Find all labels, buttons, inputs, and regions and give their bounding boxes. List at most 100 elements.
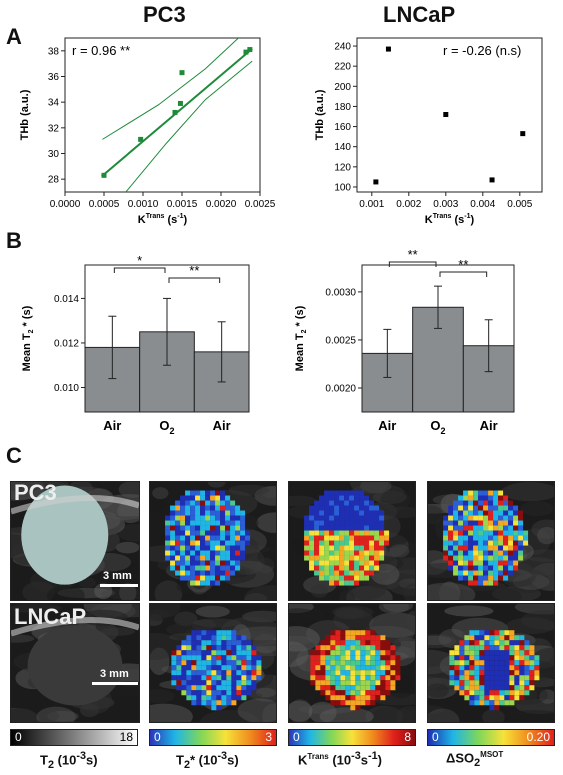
significance-label: **	[458, 257, 468, 272]
x-tick-label: 0.0015	[167, 199, 198, 210]
significance-bracket	[439, 271, 488, 277]
data-point	[172, 109, 178, 115]
y-tick-label: 36	[48, 72, 60, 83]
colorbar-so2: 0 0.20	[427, 729, 555, 746]
pc3-scatter-chart: 0.0000 0.0005 0.0010 0.0015 0.0020 0.0025 28 30…	[19, 37, 276, 226]
colorbar-ktrans: 0 8	[288, 729, 416, 746]
colorbar-ktrans-caption: KTrans (10-3s-1)	[298, 750, 382, 768]
y-tick-label: 28	[48, 175, 60, 186]
data-point	[101, 172, 107, 178]
lncap-t2star-map	[149, 603, 277, 723]
data-point	[373, 179, 379, 185]
colorbar-so2-max: 0.20	[526, 730, 550, 744]
x-tick-label: 0.0025	[245, 199, 276, 210]
y-axis-label: Mean T2 * (s)	[294, 305, 308, 371]
x-tick-label: 0.004	[470, 199, 495, 210]
correlation-annotation: r = 0.96 **	[72, 43, 130, 58]
significance-bracket	[113, 267, 166, 273]
lncap-ktrans-map	[288, 603, 416, 723]
title-left: PC3	[143, 2, 186, 27]
colorbar-so2-min: 0	[432, 730, 439, 744]
correlation-annotation: r = -0.26 (n.s)	[443, 43, 521, 58]
x-tick-label: 0.005	[507, 199, 532, 210]
colorbar-t2-caption: T2 (10-3s)	[40, 750, 98, 771]
significance-bracket	[388, 261, 437, 267]
colorbar-ktrans-min: 0	[293, 730, 300, 744]
lncap-bar-chart: 0.0020 0.0025 0.0030 Air O2 Air ** ** Mean T2 * …	[294, 247, 515, 436]
plot-frame	[356, 37, 543, 193]
data-point	[138, 136, 144, 142]
pc3-t2-image	[10, 481, 140, 601]
data-point	[443, 111, 449, 117]
y-tick-label: 140	[334, 142, 351, 153]
y-tick-label: 0.014	[54, 294, 79, 305]
colorbar-t2star-caption: T2* (10-3s)	[176, 750, 239, 771]
y-tick-label: 220	[334, 62, 351, 73]
x-category-label: Air	[213, 418, 231, 433]
row2-label: LNCaP	[14, 604, 87, 629]
y-tick-label: 180	[334, 102, 351, 113]
x-category-label: Air	[480, 418, 498, 433]
y-tick-label: 0.010	[54, 383, 79, 394]
panel-label-b: B	[6, 228, 22, 253]
x-tick-label: 0.001	[359, 199, 384, 210]
data-point	[385, 46, 391, 52]
x-category-label: Air	[378, 418, 396, 433]
y-tick-label: 100	[334, 182, 351, 193]
title-right: LNCaP	[383, 2, 456, 27]
data-point	[179, 70, 185, 76]
significance-label: **	[408, 247, 418, 262]
significance-bracket	[168, 277, 221, 283]
y-tick-label: 240	[334, 42, 351, 53]
plot-frame	[64, 37, 261, 193]
scalebar-1-label: 3 mm	[103, 570, 132, 582]
x-tick-label: 0.0000	[50, 199, 81, 210]
colorbar-t2star-max: 3	[265, 730, 272, 744]
x-tick-label: 0.0020	[206, 199, 237, 210]
x-tick-label: 0.0005	[89, 199, 120, 210]
x-tick-label: 0.0010	[128, 199, 159, 210]
y-axis-label: Mean T2 * (s)	[21, 305, 35, 371]
y-tick-label: 30	[48, 149, 60, 160]
scalebar-2	[92, 682, 138, 685]
x-axis-label: KTrans (s-1)	[138, 213, 188, 226]
x-category-label: O2	[430, 418, 445, 436]
y-tick-label: 38	[48, 46, 60, 57]
y-tick-label: 0.0020	[325, 383, 356, 394]
lncap-scatter-chart: 0.001 0.002 0.003 0.004 0.005 100 120 140 160 180…	[314, 37, 543, 226]
confidence-band-upper	[102, 38, 240, 140]
scalebar-1	[100, 584, 138, 587]
pc3-so2-map	[427, 481, 555, 601]
lncap-t2-image	[10, 603, 140, 723]
y-tick-label: 32	[48, 123, 60, 134]
colorbar-t2: 0 18	[10, 729, 138, 746]
lncap-so2-map	[427, 603, 555, 723]
pc3-ktrans-map	[288, 481, 416, 601]
x-category-label: Air	[103, 418, 121, 433]
significance-label: **	[189, 263, 199, 278]
y-tick-label: 0.0030	[325, 287, 356, 298]
colorbar-t2star-min: 0	[154, 730, 161, 744]
panel-label-a: A	[6, 24, 22, 49]
colorbar-t2-max: 18	[119, 730, 133, 744]
colorbar-ktrans-max: 8	[404, 730, 411, 744]
y-tick-label: 0.0025	[325, 335, 356, 346]
significance-label: *	[137, 253, 142, 268]
x-tick-label: 0.002	[396, 199, 421, 210]
panel-label-c: C	[6, 443, 22, 468]
y-tick-label: 200	[334, 82, 351, 93]
colorbar-so2-caption: ΔSO2MSOT	[446, 750, 504, 769]
x-tick-label: 0.003	[433, 199, 458, 210]
y-axis-label: THb (a.u.)	[19, 89, 31, 140]
data-point	[247, 47, 253, 53]
data-point	[177, 100, 183, 106]
y-tick-label: 34	[48, 98, 60, 109]
data-point	[489, 177, 495, 183]
y-tick-label: 120	[334, 162, 351, 173]
colorbar-t2-min: 0	[15, 730, 22, 744]
y-axis-label: THb (a.u.)	[314, 89, 326, 140]
pc3-t2star-map	[149, 481, 277, 601]
x-axis-label: KTrans (s-1)	[425, 213, 475, 226]
x-category-label: O2	[159, 418, 174, 436]
